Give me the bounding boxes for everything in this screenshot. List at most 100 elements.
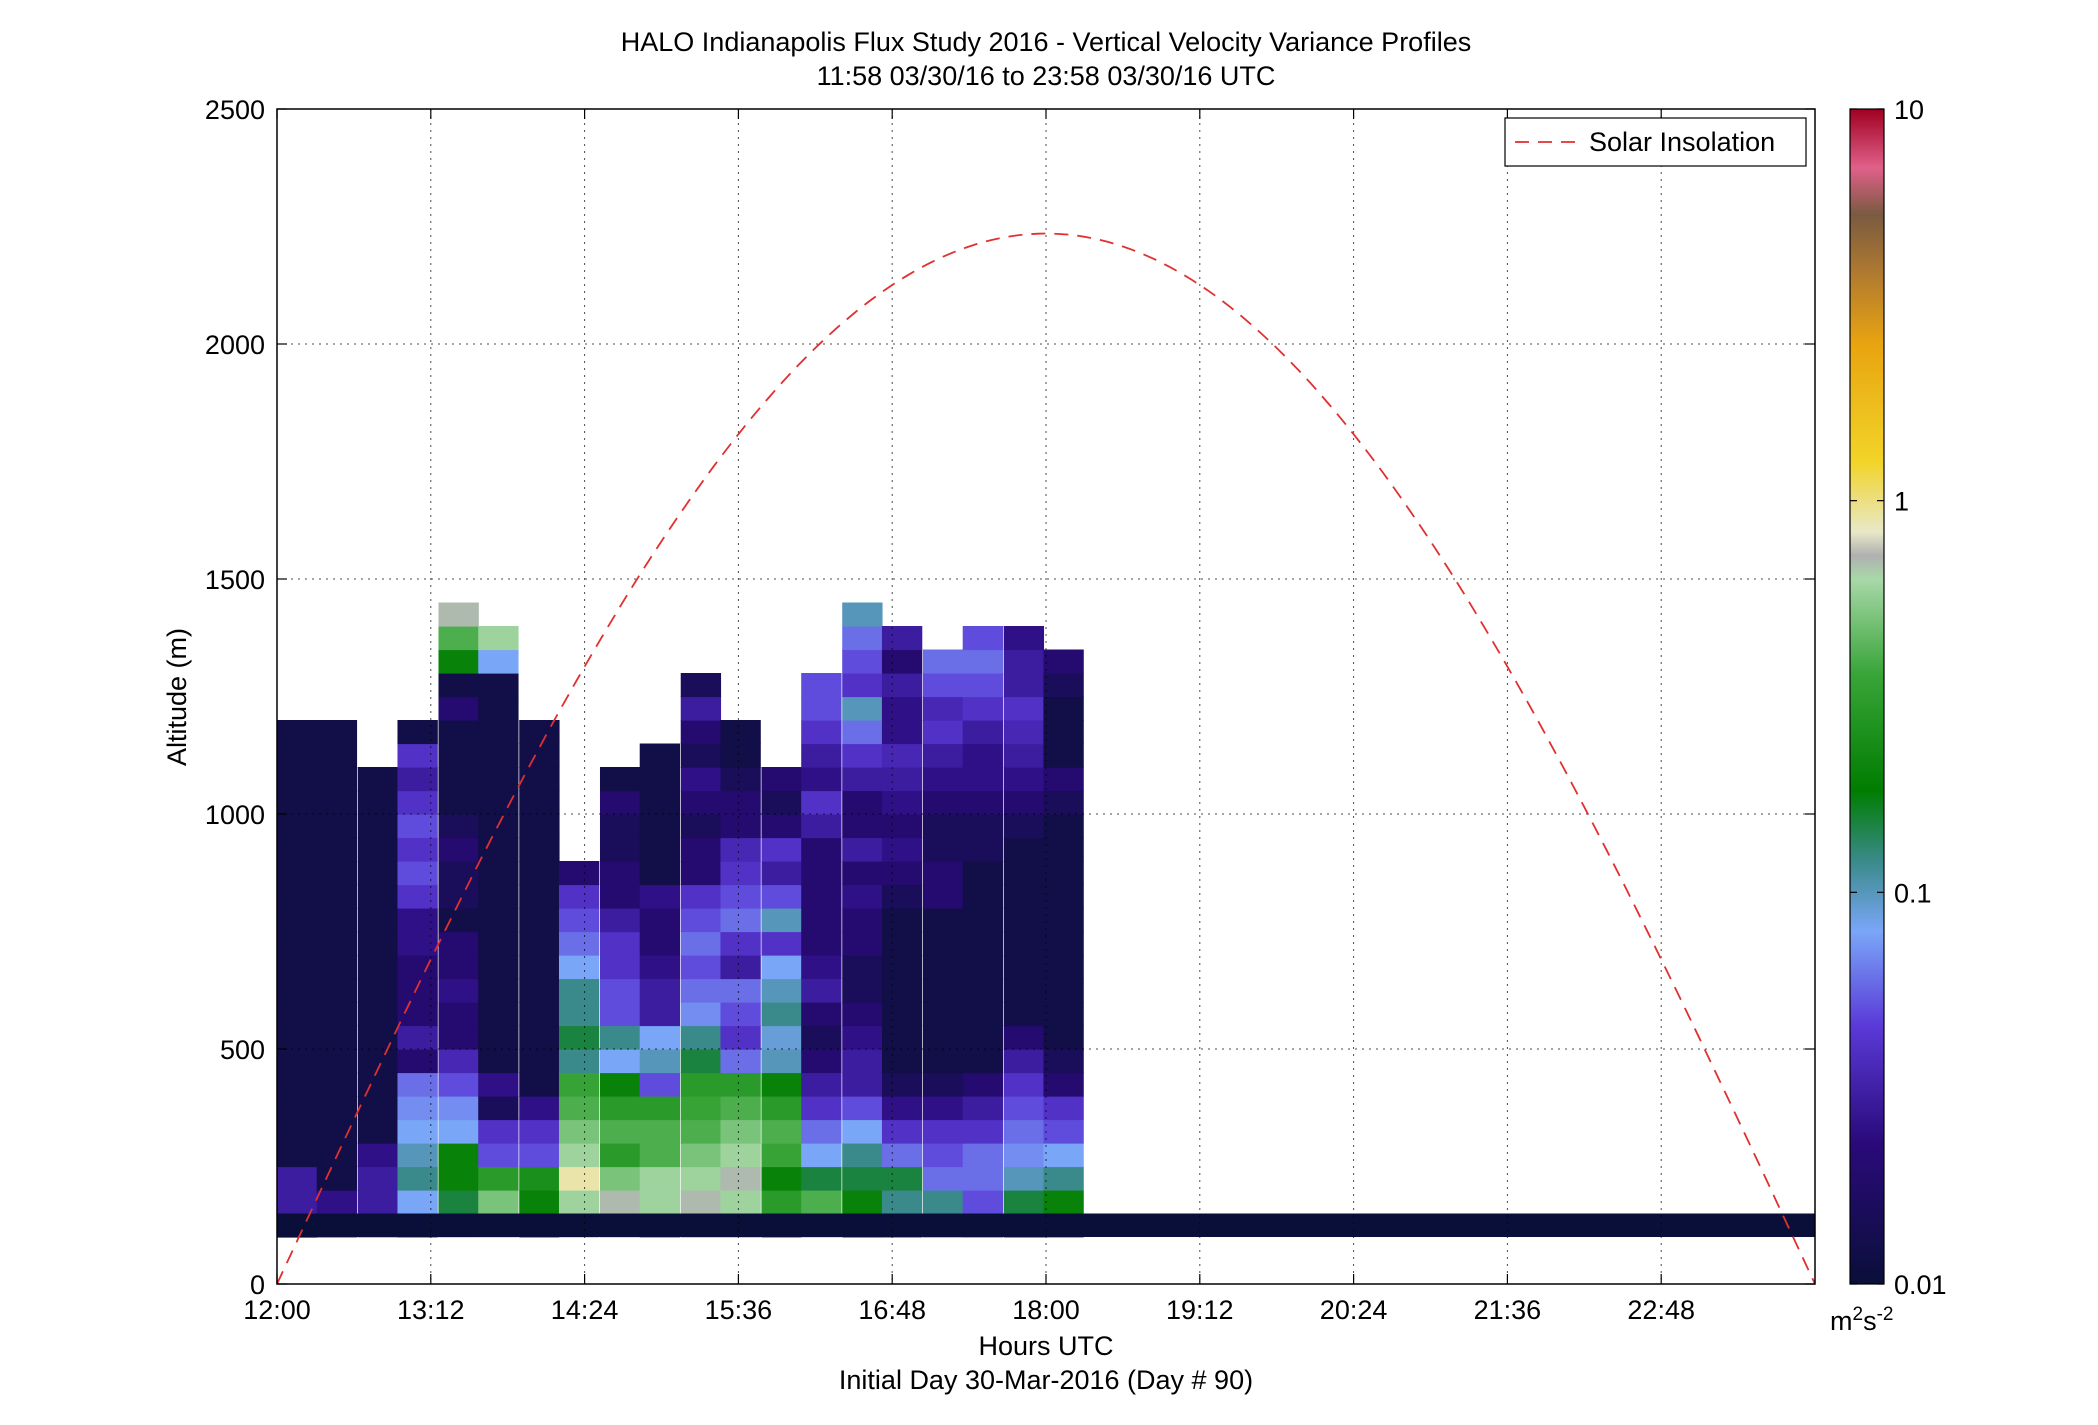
heatmap-cell [680, 978, 722, 1003]
heatmap-cell [397, 1166, 438, 1191]
chart-subtitle: 11:58 03/30/16 to 23:58 03/30/16 UTC [817, 61, 1276, 91]
colorbar-unit-mid: s [1863, 1306, 1877, 1336]
heatmap-cell [881, 649, 923, 674]
heatmap-cell [842, 696, 883, 721]
heatmap-cell [639, 978, 681, 1003]
heatmap-cell [1043, 1072, 1084, 1097]
heatmap-cell [842, 1166, 883, 1191]
heatmap-cell [680, 1166, 722, 1191]
heatmap-cell [922, 790, 964, 815]
heatmap-cell [1043, 649, 1084, 674]
heatmap-cell [801, 1143, 842, 1168]
heatmap-cell [1003, 908, 1045, 933]
heatmap-cell [801, 908, 842, 933]
heatmap-cell [558, 1119, 600, 1144]
heatmap-cell [922, 931, 964, 956]
heatmap-cell [277, 1002, 318, 1027]
heatmap-cell [680, 743, 722, 768]
heatmap-cell [962, 931, 1004, 956]
heatmap-cell [962, 1119, 1004, 1144]
heatmap-cell [881, 1143, 923, 1168]
heatmap-cell [1003, 1119, 1045, 1144]
heatmap-cell [558, 1143, 600, 1168]
y-tick-label: 1500 [205, 565, 265, 595]
heatmap-cell [438, 767, 479, 792]
heatmap-cell [438, 720, 479, 745]
heatmap-cell [558, 1025, 600, 1050]
heatmap-cell [962, 1190, 1004, 1215]
heatmap-cell [438, 861, 479, 886]
heatmap-cell [720, 908, 761, 933]
heatmap-cell [720, 837, 761, 862]
heatmap-cell [801, 1049, 842, 1074]
heatmap-cell [1003, 1143, 1045, 1168]
heatmap-cell [478, 978, 519, 1003]
heatmap-cell [842, 955, 883, 980]
heatmap-cell [842, 1002, 883, 1027]
heatmap-cell [801, 790, 842, 815]
heatmap-cell [1003, 696, 1045, 721]
heatmap-cell [316, 884, 358, 909]
heatmap-cell [357, 955, 399, 980]
heatmap-cell [397, 1096, 438, 1121]
heatmap-cell [519, 955, 560, 980]
heatmap-cell [801, 1072, 842, 1097]
heatmap-cell [680, 955, 722, 980]
heatmap-cell [881, 767, 923, 792]
chart-title: HALO Indianapolis Flux Study 2016 - Vert… [621, 27, 1471, 57]
heatmap-cell [881, 814, 923, 839]
heatmap-cell [438, 602, 479, 627]
heatmap-cell [316, 1072, 358, 1097]
heatmap-cell [277, 720, 318, 745]
heatmap-cell [478, 720, 519, 745]
heatmap-cell [639, 955, 681, 980]
heatmap-cell [842, 1049, 883, 1074]
heatmap-cell [881, 673, 923, 698]
heatmap-cell [478, 884, 519, 909]
heatmap-cell [680, 1072, 722, 1097]
heatmap-cell [761, 1119, 802, 1144]
heatmap-cell [397, 767, 438, 792]
heatmap-cell [922, 978, 964, 1003]
heatmap-cell [397, 955, 438, 980]
heatmap-cell [922, 696, 964, 721]
colorbar-tick-label: 10 [1894, 95, 1924, 125]
heatmap-cell [761, 978, 802, 1003]
heatmap-cell [438, 908, 479, 933]
heatmap-cell [599, 908, 641, 933]
heatmap-cell [357, 1166, 399, 1191]
x-tick-label: 20:24 [1320, 1295, 1388, 1325]
heatmap-cell [761, 1049, 802, 1074]
heatmap-cell [599, 1025, 641, 1050]
heatmap-cell [397, 743, 438, 768]
heatmap-cell [680, 908, 722, 933]
heatmap-cell [801, 861, 842, 886]
heatmap-cell [438, 1025, 479, 1050]
heatmap-cell [720, 720, 761, 745]
heatmap-cell [962, 955, 1004, 980]
heatmap-cell [881, 1072, 923, 1097]
colorbar-unit-base: m [1830, 1306, 1853, 1336]
x-tick-label: 12:00 [243, 1295, 311, 1325]
heatmap-cell [881, 696, 923, 721]
heatmap-cell [519, 908, 560, 933]
heatmap-cell [801, 955, 842, 980]
heatmap-cell [1003, 743, 1045, 768]
heatmap-cell [277, 955, 318, 980]
heatmap-cell [1043, 931, 1084, 956]
heatmap-cell [1003, 720, 1045, 745]
heatmap-cell [397, 1119, 438, 1144]
heatmap-cell [438, 1072, 479, 1097]
heatmap-cell [316, 978, 358, 1003]
heatmap-cell [842, 931, 883, 956]
heatmap-cell [599, 861, 641, 886]
x-tick-label: 13:12 [397, 1295, 465, 1325]
heatmap-cell [277, 1119, 318, 1144]
heatmap-cell [639, 931, 681, 956]
heatmap-cell [639, 1143, 681, 1168]
heatmap-cell [761, 884, 802, 909]
heatmap-cell [761, 1025, 802, 1050]
heatmap-cell [277, 1096, 318, 1121]
heatmap-cell [720, 814, 761, 839]
